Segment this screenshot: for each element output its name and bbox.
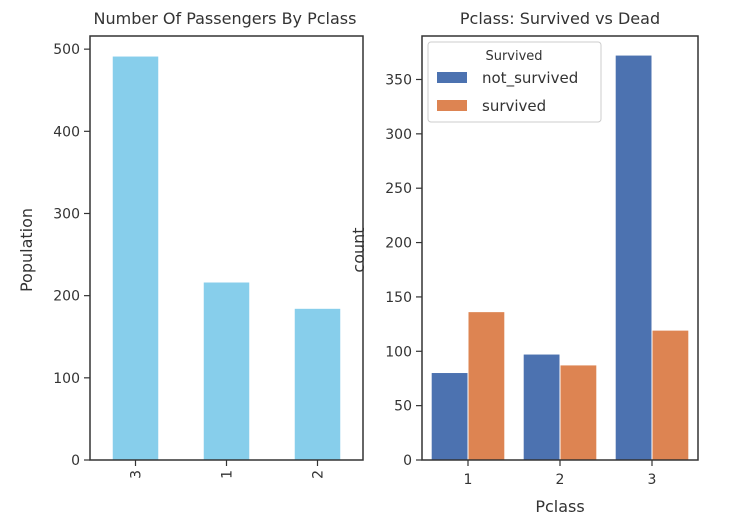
y-tick-label-right: 150 [385, 290, 412, 306]
legend-swatch-not-survived [437, 72, 467, 83]
x-tick-label-right: 1 [464, 472, 473, 488]
survival-by-pclass-chart: Pclass: Survived vs Dead count Pclass 0 5… [349, 9, 699, 516]
left-x-ticks: 3 1 2 [129, 460, 327, 479]
x-tick-label-right: 2 [556, 472, 565, 488]
y-tick-label-right: 100 [385, 344, 412, 360]
x-tick-label-left: 2 [311, 470, 327, 479]
bar-survived-pclass-3 [652, 330, 689, 460]
right-bar-marks [431, 55, 689, 461]
y-axis-label-right: count [349, 227, 368, 272]
x-tick-label-right: 3 [648, 472, 657, 488]
y-tick-label-left: 400 [53, 124, 80, 140]
y-tick-label-left: 100 [53, 371, 80, 387]
legend-title: Survived [485, 49, 542, 64]
legend-label-survived: survived [482, 97, 546, 115]
y-tick-label-left: 300 [53, 206, 80, 222]
y-tick-label-right: 0 [403, 453, 412, 469]
legend: Survived not_survived survived [427, 41, 602, 123]
y-tick-label-left: 500 [53, 42, 80, 58]
bar-not-survived-pclass-1 [431, 373, 468, 460]
right-y-ticks: 0 50 100 150 200 250 300 350 [385, 72, 422, 469]
x-tick-label-left: 1 [220, 470, 236, 479]
bar-survived-pclass-2 [560, 365, 597, 460]
x-axis-label-right: Pclass [535, 497, 584, 516]
y-tick-label-right: 50 [394, 399, 412, 415]
bar-pclass-2 [294, 308, 341, 460]
chart-title-right: Pclass: Survived vs Dead [460, 9, 660, 28]
bar-pclass-3 [112, 56, 159, 461]
plot-frame-left [89, 35, 364, 461]
left-bar-marks [112, 56, 341, 461]
left-y-ticks: 0 100 200 300 400 500 [53, 42, 90, 469]
y-axis-label-left: Population [17, 208, 36, 292]
bar-survived-pclass-1 [468, 312, 505, 460]
x-tick-label-left: 3 [129, 470, 145, 479]
bar-not-survived-pclass-3 [615, 55, 652, 461]
y-tick-label-right: 350 [385, 72, 412, 88]
legend-box [427, 41, 602, 123]
right-x-ticks: 1 2 3 [464, 460, 657, 488]
y-tick-label-right: 250 [385, 181, 412, 197]
legend-swatch-survived [437, 100, 467, 111]
bar-pclass-1 [203, 282, 250, 460]
y-tick-label-left: 200 [53, 289, 80, 305]
bar-not-survived-pclass-2 [523, 354, 560, 460]
population-by-pclass-chart: Number Of Passengers By Pclass Populatio… [17, 9, 364, 479]
legend-label-not-survived: not_survived [482, 69, 578, 88]
y-tick-label-right: 200 [385, 236, 412, 252]
y-tick-label-right: 300 [385, 127, 412, 143]
plot-frame-right [421, 35, 699, 461]
y-tick-label-left: 0 [71, 453, 80, 469]
chart-title-left: Number Of Passengers By Pclass [94, 9, 357, 28]
